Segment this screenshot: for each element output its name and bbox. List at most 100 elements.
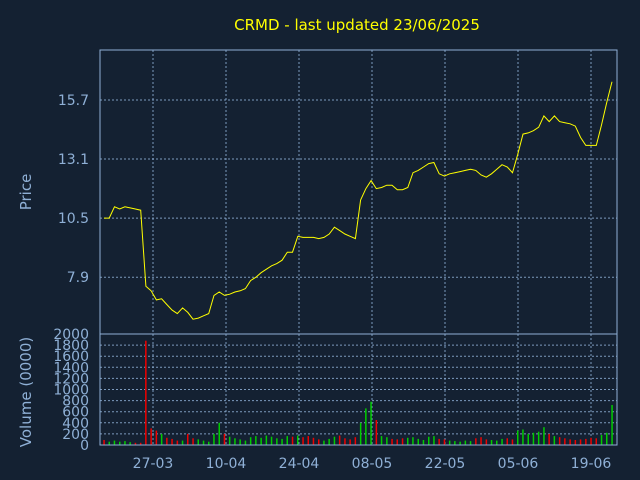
volume-bar — [276, 438, 278, 445]
volume-bar — [464, 440, 467, 445]
volume-bar — [506, 438, 508, 445]
volume-bar — [532, 432, 535, 445]
volume-y-tick-label: 1000 — [53, 383, 89, 399]
volume-bar — [606, 432, 608, 445]
volume-y-tick-label: 400 — [62, 416, 89, 432]
volume-bar — [558, 437, 561, 445]
volume-bar — [113, 440, 116, 445]
volume-y-tick-label: 200 — [62, 427, 89, 443]
volume-bar — [417, 438, 419, 445]
volume-bar — [129, 442, 131, 445]
volume-y-tick-label: 1400 — [53, 360, 89, 376]
volume-bar — [543, 427, 545, 445]
volume-bar — [270, 436, 273, 445]
volume-bar — [412, 437, 414, 445]
volume-bar — [480, 437, 482, 445]
volume-bar — [433, 436, 435, 445]
volume-bar — [255, 436, 257, 445]
chart-title: CRMD - last updated 23/06/2025 — [234, 16, 480, 34]
volume-bar — [150, 428, 152, 445]
volume-bar — [176, 440, 179, 445]
volume-bar — [611, 405, 613, 445]
volume-bar — [171, 438, 173, 445]
price-axis-label: Price — [17, 174, 35, 211]
volume-bar — [569, 439, 571, 445]
volume-y-tick-label: 1600 — [53, 349, 89, 365]
volume-bar — [139, 442, 142, 445]
volume-bar — [396, 439, 398, 445]
volume-bar — [391, 438, 393, 445]
price-y-tick-label: 13.1 — [58, 152, 89, 168]
volume-bar — [265, 435, 268, 445]
volume-panel-frame — [99, 333, 618, 446]
volume-bars — [103, 340, 613, 445]
x-tick-label: 10-04 — [206, 456, 247, 472]
volume-bar — [370, 401, 372, 445]
volume-bar — [443, 439, 446, 445]
volume-bar — [124, 441, 126, 445]
volume-bar — [517, 430, 519, 445]
x-tick-label: 08-05 — [352, 456, 393, 472]
x-ticks: 27-03 10-04 24-04 08-05 22-05 05-06 19-06 — [133, 456, 612, 472]
volume-bar — [380, 436, 383, 445]
volume-y-tick-label: 2000 — [53, 327, 89, 343]
volume-bar — [239, 439, 241, 445]
volume-bar — [338, 435, 341, 445]
volume-bar — [600, 435, 603, 445]
volume-bar — [302, 437, 304, 445]
volume-bar — [564, 438, 566, 445]
price-grid — [100, 50, 617, 334]
volume-bar — [297, 435, 299, 445]
volume-bar — [454, 441, 456, 445]
volume-bar — [501, 438, 503, 445]
volume-bar — [192, 438, 194, 445]
volume-bar — [281, 438, 283, 445]
volume-bar — [234, 438, 236, 445]
volume-bar — [202, 440, 205, 445]
volume-bar — [511, 439, 514, 445]
price-y-tick-label: 10.5 — [58, 211, 89, 227]
volume-bar — [244, 440, 247, 445]
volume-bar — [475, 438, 477, 445]
volume-bar — [291, 436, 294, 445]
x-tick-label: 22-05 — [425, 456, 466, 472]
volume-y-tick-label: 800 — [62, 394, 89, 410]
volume-bar — [485, 439, 488, 445]
volume-bar — [527, 433, 529, 445]
volume-bar — [119, 441, 121, 445]
x-tick-label: 05-06 — [498, 456, 539, 472]
volume-bar — [145, 340, 147, 445]
volume-bar — [228, 436, 231, 445]
volume-bar — [333, 436, 336, 445]
x-tick-label: 27-03 — [133, 456, 174, 472]
volume-bar — [579, 439, 582, 445]
volume-y-tick-label: 1200 — [53, 371, 89, 387]
volume-bar — [218, 422, 220, 445]
volume-bar — [208, 441, 210, 445]
volume-bar — [318, 439, 320, 445]
volume-bar — [448, 440, 451, 445]
volume-bar — [537, 431, 540, 445]
volume-bar — [213, 433, 215, 445]
volume-bar — [407, 437, 409, 445]
volume-bar — [134, 442, 137, 445]
volume-bar — [166, 437, 168, 445]
volume-bar — [181, 440, 184, 445]
volume-bar — [459, 441, 461, 445]
volume-bar — [307, 436, 309, 445]
volume-axis-label: Volume (0000) — [17, 337, 35, 447]
price-y-tick-label: 7.9 — [67, 270, 89, 286]
volume-bar — [438, 438, 440, 445]
volume-bar — [574, 440, 577, 445]
volume-bar — [590, 437, 592, 445]
volume-bar — [522, 429, 524, 445]
volume-bar — [422, 440, 425, 445]
volume-bar — [585, 438, 587, 445]
volume-y-tick-label: 1800 — [53, 338, 89, 354]
volume-bar — [160, 433, 163, 445]
volume-bar — [197, 439, 199, 445]
volume-bar — [401, 438, 404, 445]
price-panel-frame — [99, 49, 618, 335]
